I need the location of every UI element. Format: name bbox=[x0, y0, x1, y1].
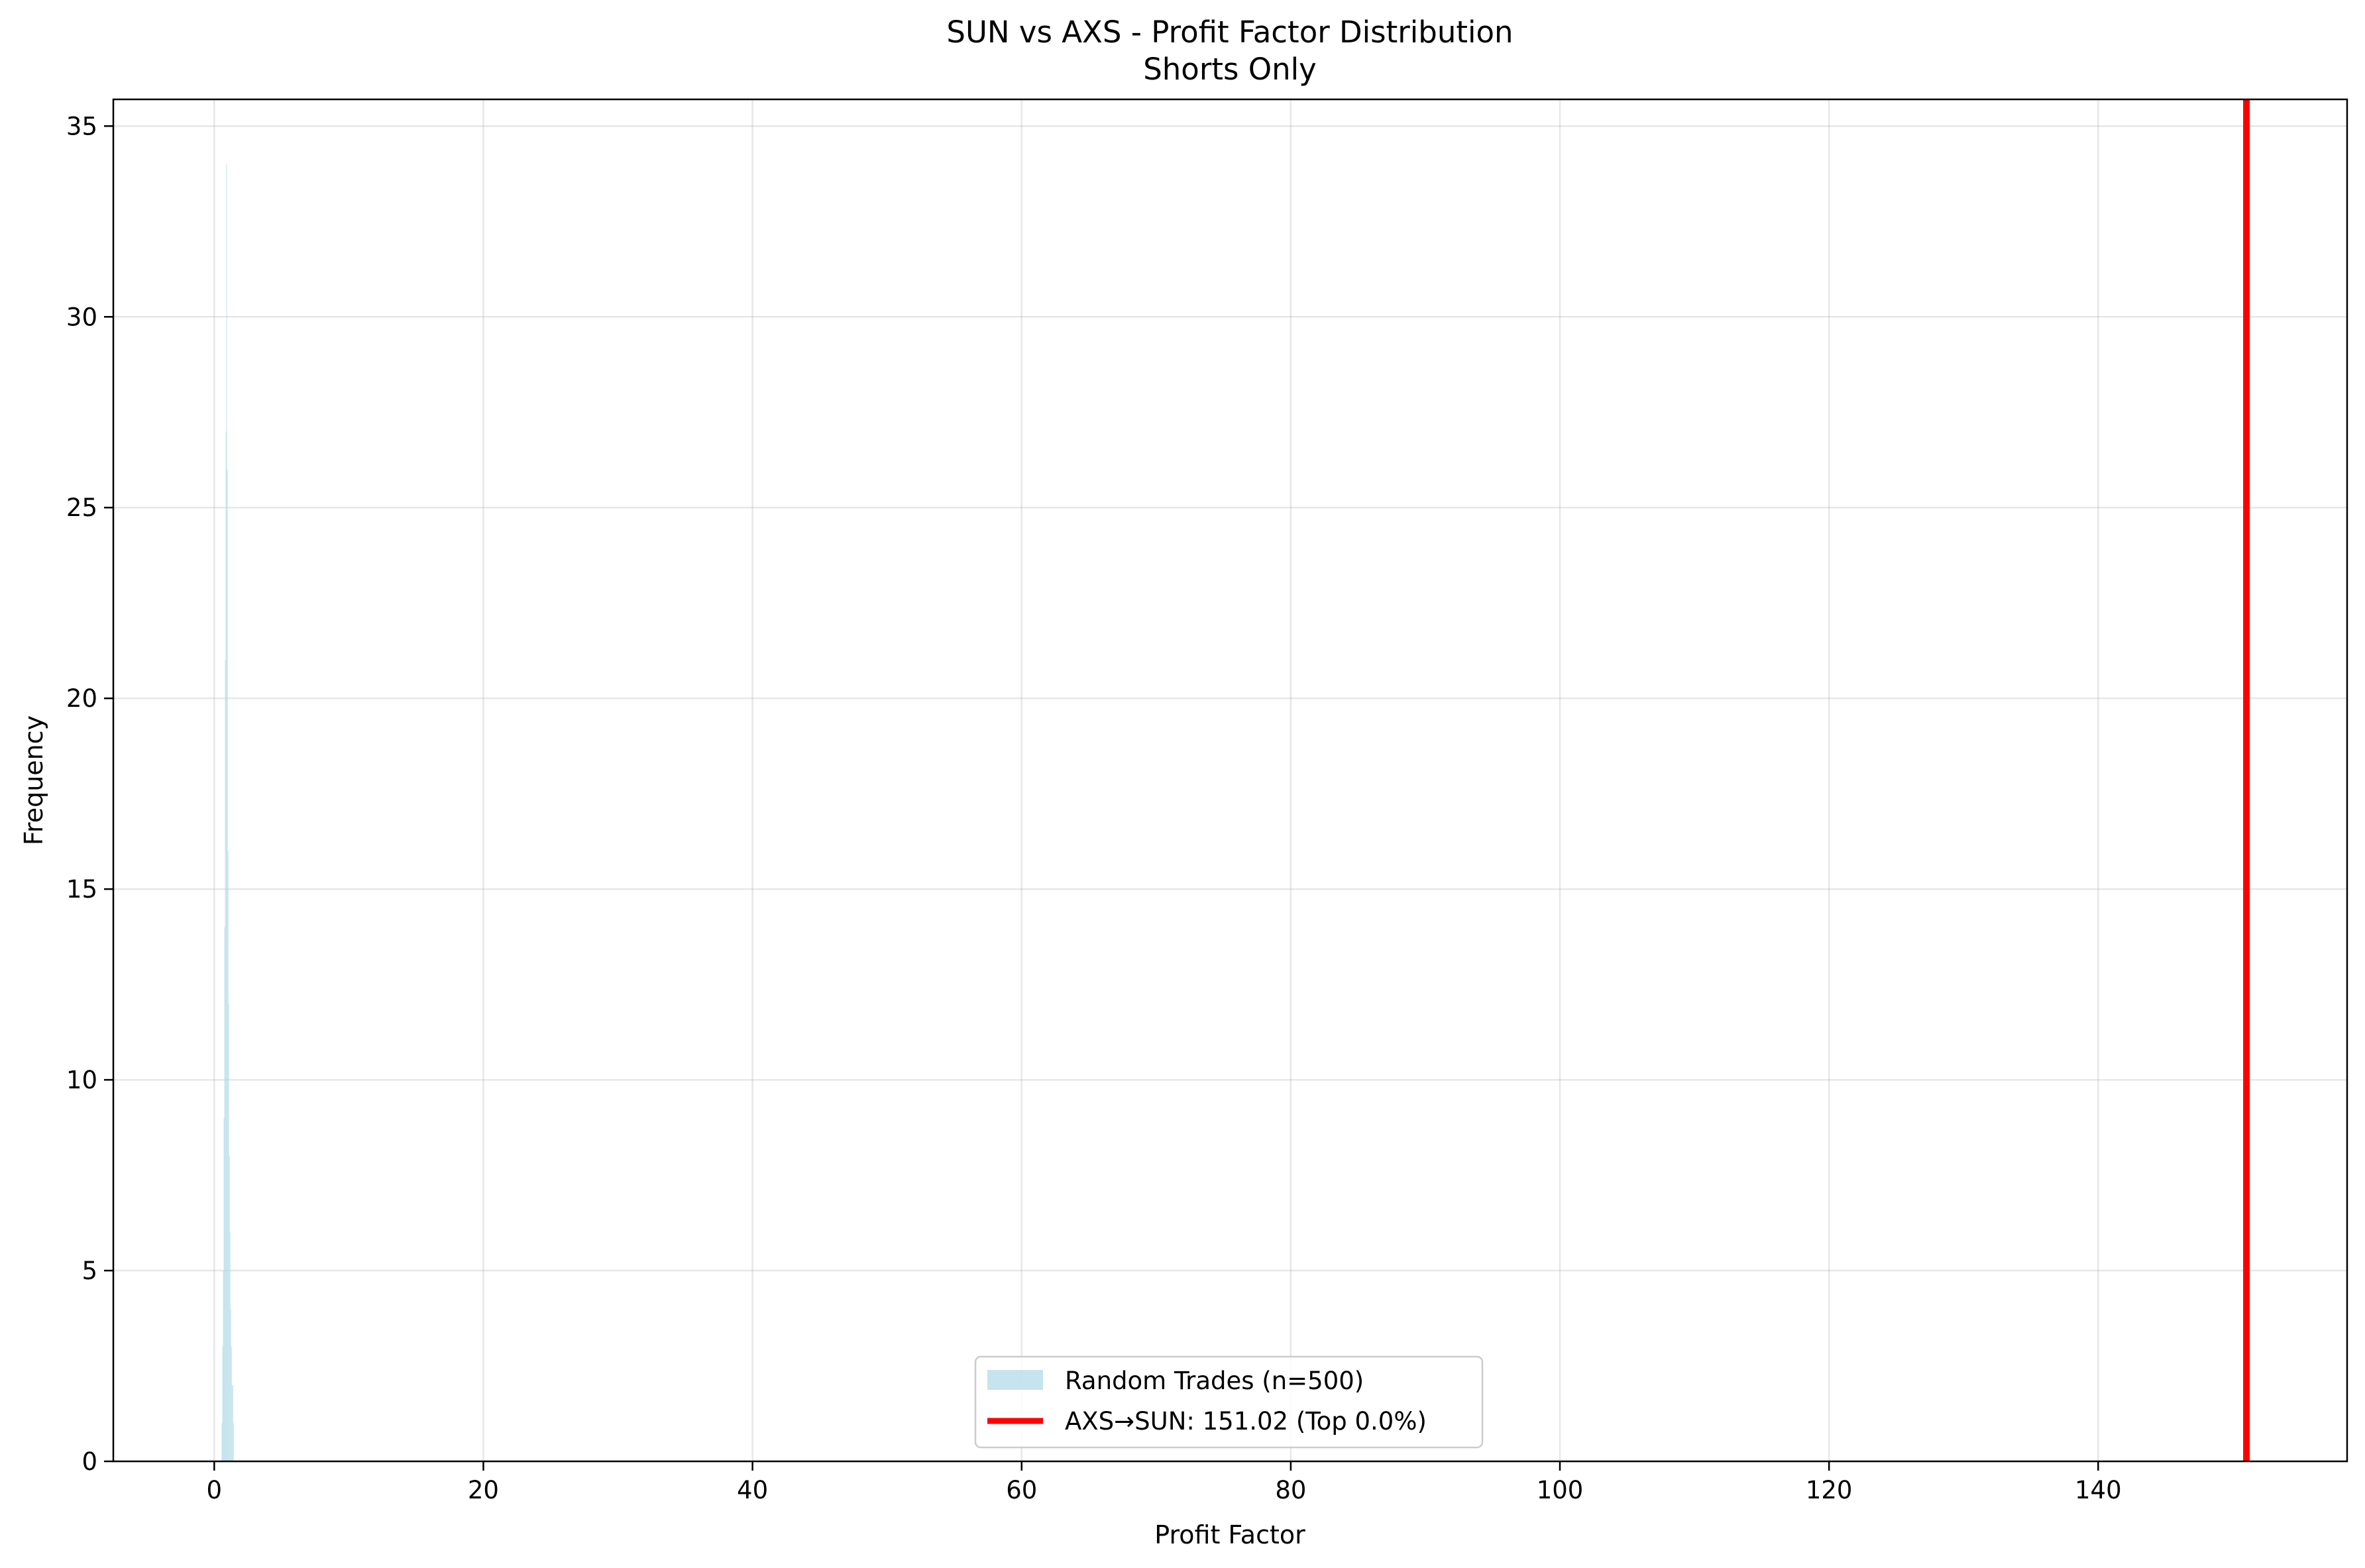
histogram-bars bbox=[221, 164, 234, 1461]
histogram-bar bbox=[227, 851, 229, 1461]
chart-subtitle: Shorts Only bbox=[1143, 52, 1317, 87]
grid-lines bbox=[113, 99, 2347, 1463]
y-tick-label: 10 bbox=[66, 1066, 97, 1094]
chart-title: SUN vs AXS - Profit Factor Distribution bbox=[946, 15, 1513, 50]
x-axis-ticks: 0 20 40 60 80 100 120 140 bbox=[207, 1461, 2122, 1504]
histogram-bar bbox=[223, 1118, 225, 1461]
legend: Random Trades (n=500) AXS→SUN: 151.02 (T… bbox=[974, 1355, 1484, 1449]
histogram-bar bbox=[227, 469, 228, 1461]
histogram-bar bbox=[231, 1385, 233, 1461]
y-tick-label: 25 bbox=[66, 494, 97, 522]
histogram-bar bbox=[221, 1423, 223, 1461]
legend-histogram-swatch bbox=[987, 1370, 1043, 1390]
legend-histogram-label: Random Trades (n=500) bbox=[1065, 1367, 1364, 1395]
y-tick-label: 30 bbox=[66, 303, 97, 331]
histogram-bar bbox=[225, 660, 226, 1461]
y-axis-ticks: 0 5 10 15 20 25 30 35 bbox=[66, 112, 113, 1476]
x-tick-label: 140 bbox=[2075, 1476, 2122, 1504]
histogram-bar bbox=[225, 431, 227, 1461]
legend-reference-line-label: AXS→SUN: 151.02 (Top 0.0%) bbox=[1065, 1407, 1427, 1436]
y-tick-label: 15 bbox=[66, 875, 97, 904]
histogram-bar bbox=[222, 1347, 223, 1461]
x-axis-label: Profit Factor bbox=[1154, 1520, 1305, 1549]
y-tick-label: 20 bbox=[66, 684, 97, 713]
x-tick-label: 0 bbox=[207, 1476, 223, 1504]
x-tick-label: 80 bbox=[1275, 1476, 1306, 1504]
plot-frame bbox=[112, 98, 2348, 1463]
x-tick-label: 120 bbox=[1806, 1476, 1853, 1504]
y-tick-label: 35 bbox=[66, 112, 97, 140]
x-tick-label: 100 bbox=[1537, 1476, 1584, 1504]
histogram-bar bbox=[229, 1232, 231, 1461]
x-tick-label: 20 bbox=[468, 1476, 499, 1504]
y-axis-label: Frequency bbox=[19, 715, 48, 845]
histogram-bar bbox=[231, 1347, 232, 1461]
legend-box bbox=[974, 1355, 1484, 1449]
histogram-bar bbox=[223, 1271, 224, 1461]
x-tick-label: 60 bbox=[1006, 1476, 1037, 1504]
histogram-bar bbox=[229, 1156, 230, 1461]
histogram-bar bbox=[233, 1423, 234, 1461]
x-tick-label: 40 bbox=[737, 1476, 768, 1504]
y-tick-label: 5 bbox=[82, 1257, 97, 1285]
y-tick-label: 0 bbox=[82, 1447, 97, 1476]
